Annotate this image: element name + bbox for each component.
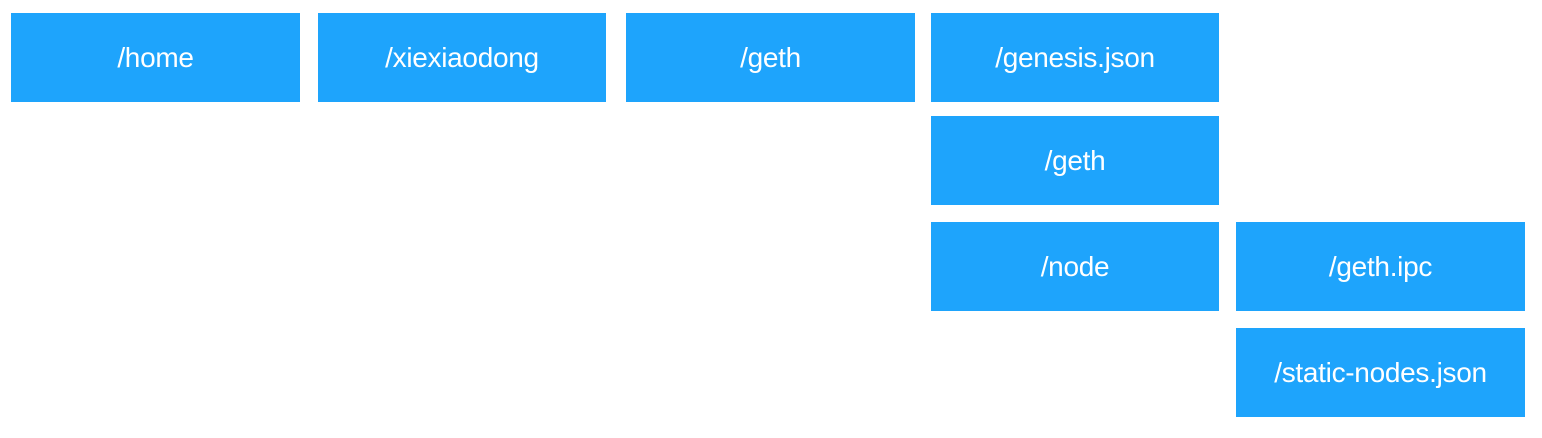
- dir-home-label: /home: [117, 41, 194, 73]
- file-genesis-json-node: /genesis.json: [931, 13, 1219, 102]
- file-genesis-json-label: /genesis.json: [995, 41, 1155, 73]
- dir-home-node: /home: [11, 13, 300, 102]
- dir-geth-data-label: /geth: [1044, 144, 1106, 176]
- file-geth-ipc-label: /geth.ipc: [1328, 250, 1433, 282]
- dir-xiexiaodong-node: /xiexiaodong: [318, 13, 606, 102]
- dir-geth-data-node: /geth: [931, 116, 1219, 205]
- dir-node-label: /node: [1040, 250, 1110, 282]
- file-static-nodes-json-node: /static-nodes.json: [1236, 328, 1525, 417]
- dir-node-node: /node: [931, 222, 1219, 311]
- dir-xiexiaodong-label: /xiexiaodong: [385, 41, 539, 73]
- file-static-nodes-json-label: /static-nodes.json: [1274, 356, 1487, 388]
- file-geth-ipc-node: /geth.ipc: [1236, 222, 1525, 311]
- dir-geth-label: /geth: [740, 41, 801, 73]
- dir-geth-node: /geth: [626, 13, 915, 102]
